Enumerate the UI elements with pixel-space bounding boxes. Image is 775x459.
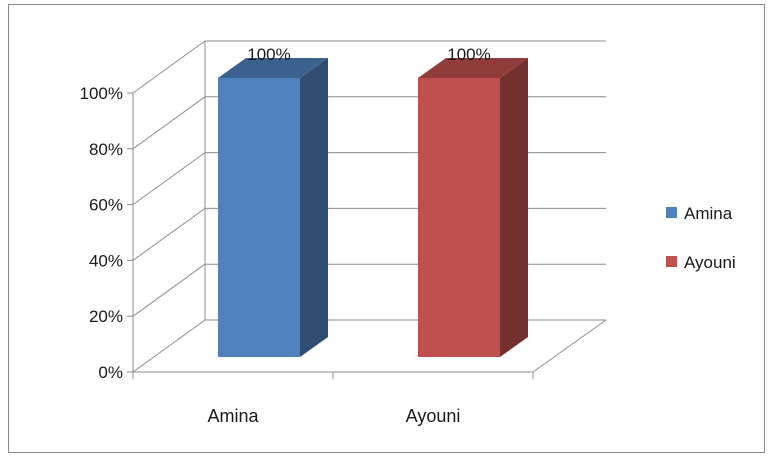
bar-amina [218, 58, 328, 357]
x-tick-label: Amina [207, 406, 259, 426]
chart-frame [8, 4, 765, 453]
data-label: 100% [447, 45, 490, 64]
gridline-side [132, 96, 206, 150]
chart-walls [132, 41, 607, 373]
legend-item-ayouni: Ayouni [666, 253, 736, 272]
legend: Amina Ayouni [666, 204, 736, 272]
floor-right-edge [532, 319, 607, 373]
y-tick-label: 80% [89, 140, 123, 159]
data-label: 100% [247, 45, 290, 64]
gridline-side [132, 40, 206, 94]
legend-swatch [666, 256, 677, 267]
x-axis-labels: Amina Ayouni [207, 406, 460, 426]
gridline-side [132, 207, 206, 261]
bars [218, 58, 528, 357]
legend-label: Amina [684, 204, 733, 223]
legend-swatch [666, 207, 677, 218]
legend-item-amina: Amina [666, 204, 733, 223]
legend-label: Ayouni [684, 253, 736, 272]
bar-front-face [418, 78, 500, 357]
y-tick-label: 40% [89, 251, 123, 270]
bar-front-face [218, 78, 300, 357]
y-tick-label: 100% [80, 84, 123, 103]
bar-top-face [418, 58, 528, 78]
bar-side-face [500, 58, 528, 357]
y-tick-label: 20% [89, 307, 123, 326]
x-tick-label: Ayouni [406, 406, 461, 426]
y-tick-label: 0% [98, 363, 123, 382]
axes [132, 93, 534, 379]
gridline-side [132, 263, 206, 317]
y-axis-ticks: 0% 20% 40% 60% 80% 100% [80, 84, 133, 382]
gridlines [132, 40, 606, 317]
floor-side-edge [132, 319, 206, 373]
y-tick-label: 60% [89, 196, 123, 215]
bar-top-face [218, 58, 328, 78]
bar-ayouni [418, 58, 528, 357]
gridline-side [132, 152, 206, 206]
data-labels: 100% 100% [247, 45, 490, 64]
bar-side-face [300, 58, 328, 357]
